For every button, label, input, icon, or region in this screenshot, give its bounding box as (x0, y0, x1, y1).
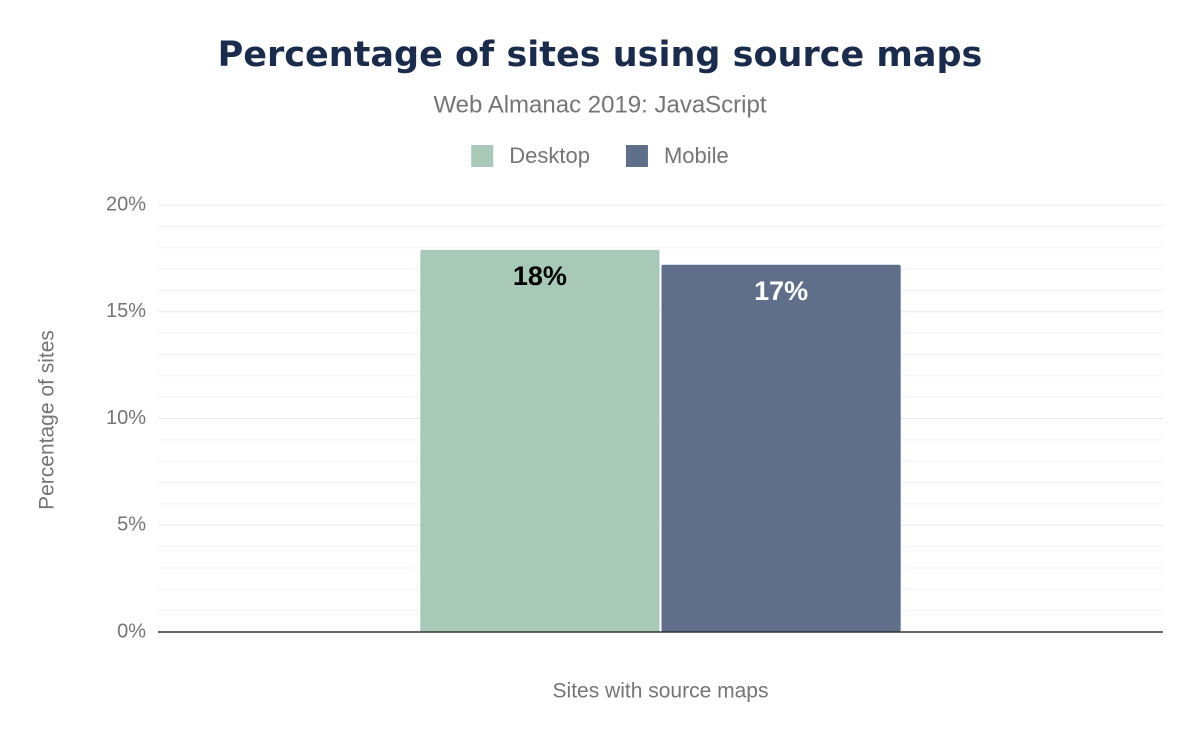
legend-label: Desktop (509, 143, 590, 168)
legend-label: Mobile (664, 143, 729, 168)
chart-title: Percentage of sites using source maps (218, 35, 983, 75)
data-label: 17% (754, 276, 808, 306)
chart-subtitle: Web Almanac 2019: JavaScript (433, 91, 766, 118)
x-tick-label: Sites with source maps (553, 680, 769, 703)
y-tick-label: 0% (117, 620, 146, 642)
legend-swatch (471, 145, 494, 167)
y-tick-label: 20% (106, 193, 146, 215)
bar (420, 249, 660, 632)
y-axis-title: Percentage of sites (36, 330, 59, 510)
y-tick-label: 5% (117, 514, 146, 536)
legend-swatch (625, 145, 648, 167)
data-label: 18% (513, 261, 567, 291)
bar (661, 264, 901, 632)
y-tick-label: 15% (106, 300, 146, 322)
y-tick-label: 10% (106, 407, 146, 429)
